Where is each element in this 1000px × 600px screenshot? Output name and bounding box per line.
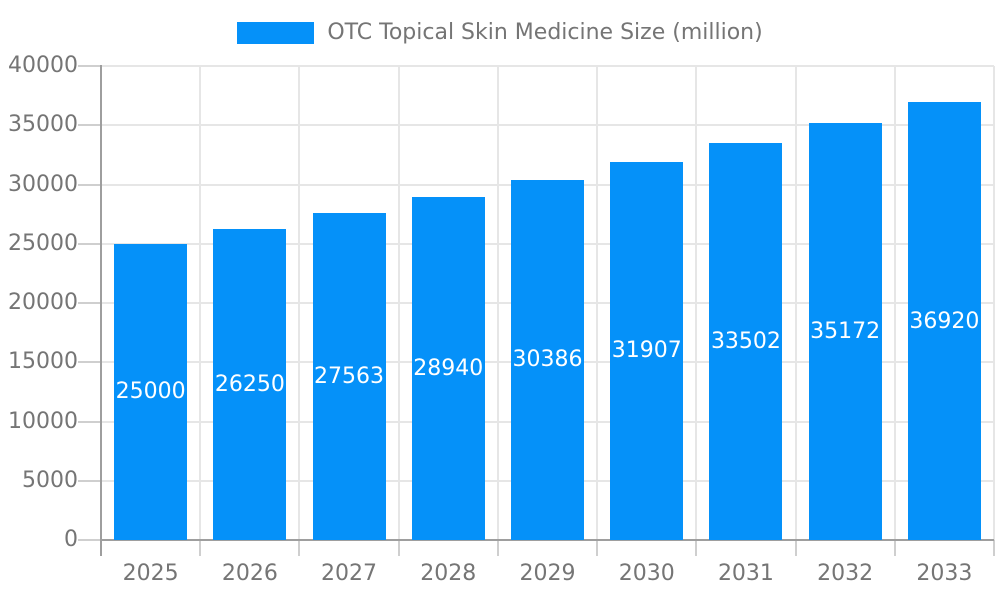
x-axis-label: 2030 (618, 561, 675, 586)
bar-value-label: 36920 (909, 308, 980, 334)
y-axis-tick (78, 420, 101, 423)
x-gridline (695, 66, 698, 540)
x-gridline (199, 66, 202, 540)
y-axis-tick (78, 65, 101, 67)
bar: 33502 (709, 143, 783, 540)
x-axis-label: 2029 (519, 561, 576, 586)
x-axis-label: 2026 (221, 561, 278, 586)
x-gridline (496, 66, 499, 540)
x-axis-label: 2028 (420, 561, 477, 586)
x-axis-tick (496, 540, 499, 556)
x-axis-label: 2031 (717, 561, 774, 586)
y-axis-tick (78, 539, 101, 541)
bar-value-label: 28940 (413, 356, 484, 382)
bar-value-label: 33502 (710, 328, 781, 354)
y-axis-label: 30000 (8, 171, 78, 197)
y-axis-tick (78, 124, 101, 127)
legend-label: OTC Topical Skin Medicine Size (million) (327, 20, 763, 45)
bar: 30386 (511, 179, 584, 540)
x-axis-label: 2032 (817, 561, 874, 586)
y-axis-label: 25000 (8, 230, 78, 256)
x-axis-tick (893, 540, 896, 556)
y-axis-line (100, 65, 102, 540)
bar: 25000 (114, 243, 188, 540)
bar: 28940 (411, 197, 485, 540)
x-gridline (893, 66, 896, 540)
bar: 35172 (808, 123, 882, 540)
bar-value-label: 27563 (314, 364, 385, 390)
legend-swatch-icon (237, 22, 315, 44)
y-axis-label: 5000 (22, 467, 78, 493)
bar: 36920 (907, 102, 981, 540)
x-axis-tick (397, 540, 400, 556)
x-gridline (596, 66, 599, 540)
x-axis-line (101, 539, 994, 541)
x-gridline (993, 66, 995, 540)
y-gridline (101, 124, 994, 127)
y-axis-label: 20000 (8, 290, 78, 315)
y-axis-label: 0 (64, 527, 78, 552)
bar: 31907 (610, 161, 684, 540)
x-axis-label: 2027 (321, 561, 378, 586)
bar-value-label: 30386 (512, 347, 583, 373)
x-axis-tick (596, 540, 599, 556)
y-axis-label: 15000 (8, 349, 78, 375)
x-gridline (397, 66, 400, 540)
x-axis-label: 2033 (916, 561, 973, 586)
x-axis-tick (199, 540, 202, 556)
y-axis-tick (78, 361, 101, 364)
bar: 27563 (312, 213, 386, 540)
bar-value-label: 35172 (810, 319, 881, 345)
y-axis-tick (78, 183, 101, 186)
y-axis-tick (78, 302, 101, 304)
x-axis-tick (993, 540, 995, 556)
y-axis-label: 10000 (8, 408, 78, 434)
bar-value-label: 31907 (611, 338, 682, 364)
bar-value-label: 26250 (214, 371, 285, 397)
x-axis-label: 2025 (122, 561, 179, 586)
x-axis-tick (298, 540, 301, 556)
y-axis-label: 40000 (8, 53, 78, 78)
x-axis-tick (794, 540, 797, 556)
y-axis-tick (78, 242, 101, 245)
y-gridline (101, 65, 994, 67)
legend[interactable]: OTC Topical Skin Medicine Size (million) (0, 19, 1000, 47)
y-axis-label: 35000 (8, 112, 78, 138)
bar: 26250 (213, 228, 287, 540)
bar-value-label: 25000 (115, 379, 186, 405)
x-axis-tick (100, 540, 102, 556)
y-axis-tick (78, 479, 101, 482)
x-axis-tick (695, 540, 698, 556)
x-gridline (298, 66, 301, 540)
x-gridline (794, 66, 797, 540)
